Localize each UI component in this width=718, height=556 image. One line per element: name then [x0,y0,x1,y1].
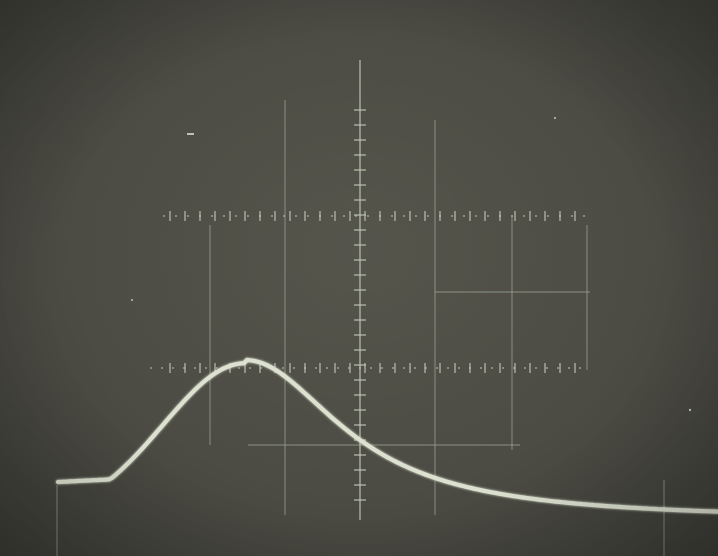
speck [187,133,194,135]
speck [554,117,556,119]
screen-specks [131,117,692,412]
graticule-dotted-rows [150,215,590,369]
speck [131,299,133,301]
axis-tick-marks [169,109,576,501]
speck [688,408,692,412]
pulse-trace [55,357,718,514]
